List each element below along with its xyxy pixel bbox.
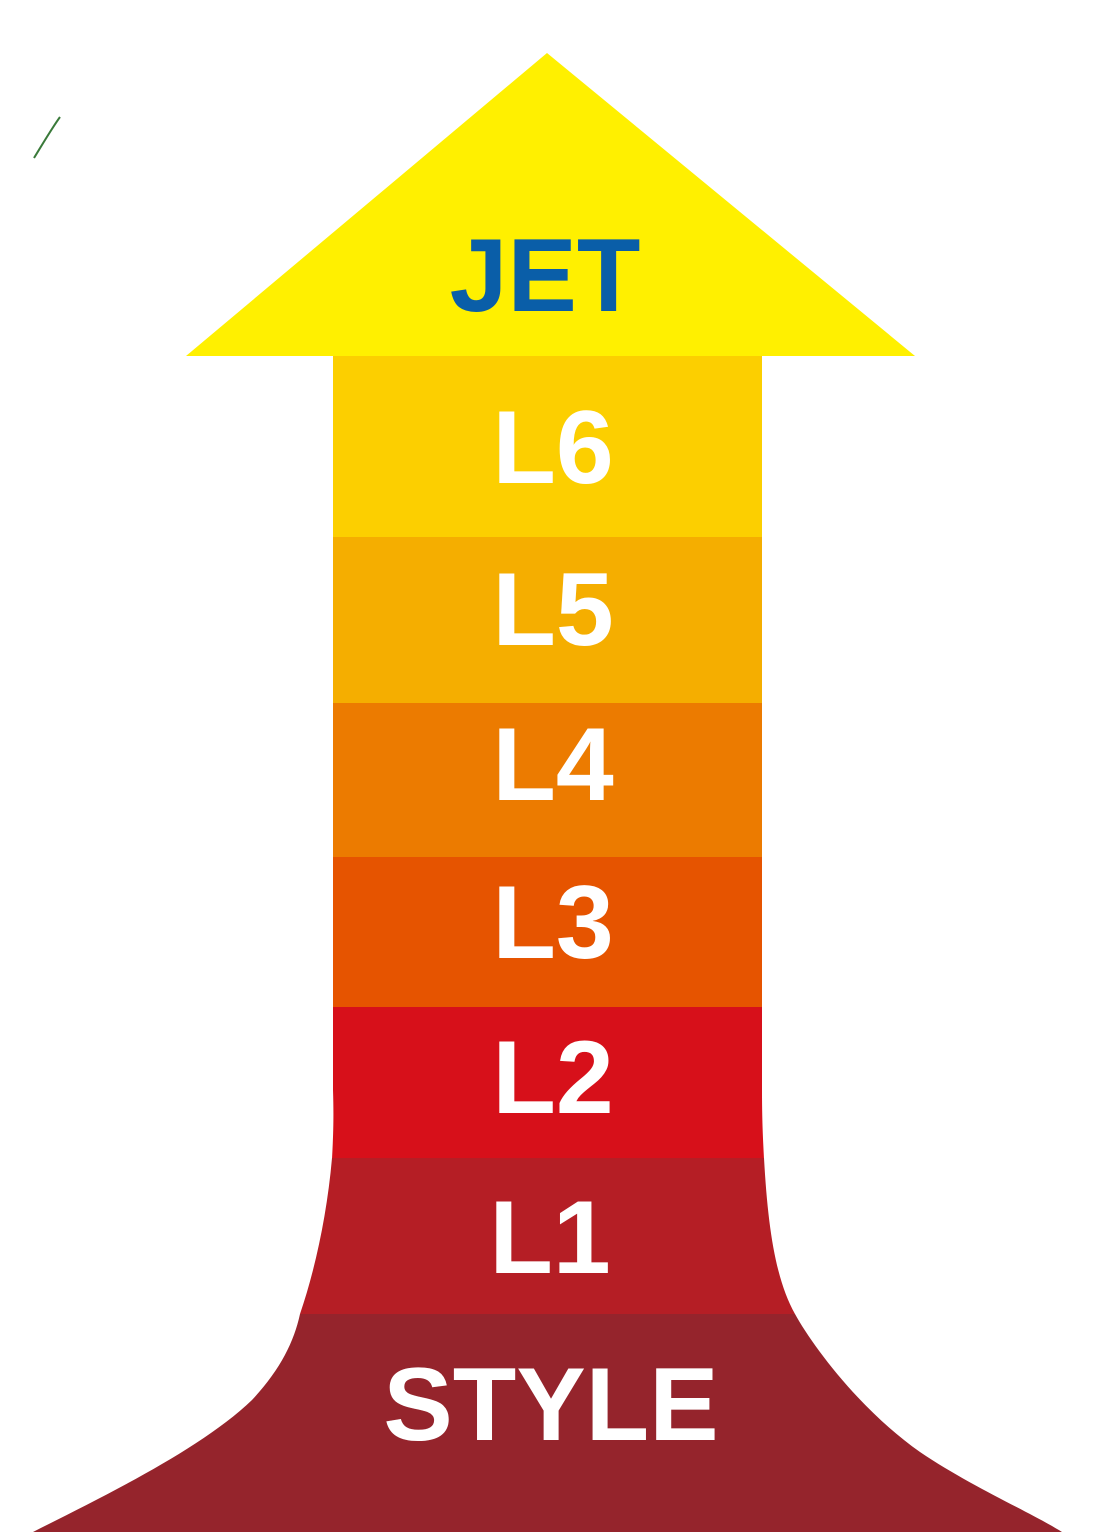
level-label: L3 xyxy=(492,865,613,981)
stray-mark xyxy=(33,116,61,159)
level-label: L5 xyxy=(492,552,613,668)
level-band xyxy=(333,703,762,858)
level-label: L6 xyxy=(492,390,613,506)
level-band xyxy=(333,356,762,538)
level-band xyxy=(300,1158,795,1314)
level-label: L4 xyxy=(492,707,614,823)
arrow-head-label: JET xyxy=(450,218,641,334)
level-band xyxy=(333,857,762,1008)
level-band xyxy=(332,1007,764,1159)
level-label: L1 xyxy=(489,1180,610,1296)
level-base xyxy=(33,1314,1062,1532)
level-label: L2 xyxy=(492,1020,613,1136)
level-band xyxy=(333,537,762,704)
arrow-head xyxy=(186,53,915,356)
level-label: STYLE xyxy=(383,1347,718,1463)
